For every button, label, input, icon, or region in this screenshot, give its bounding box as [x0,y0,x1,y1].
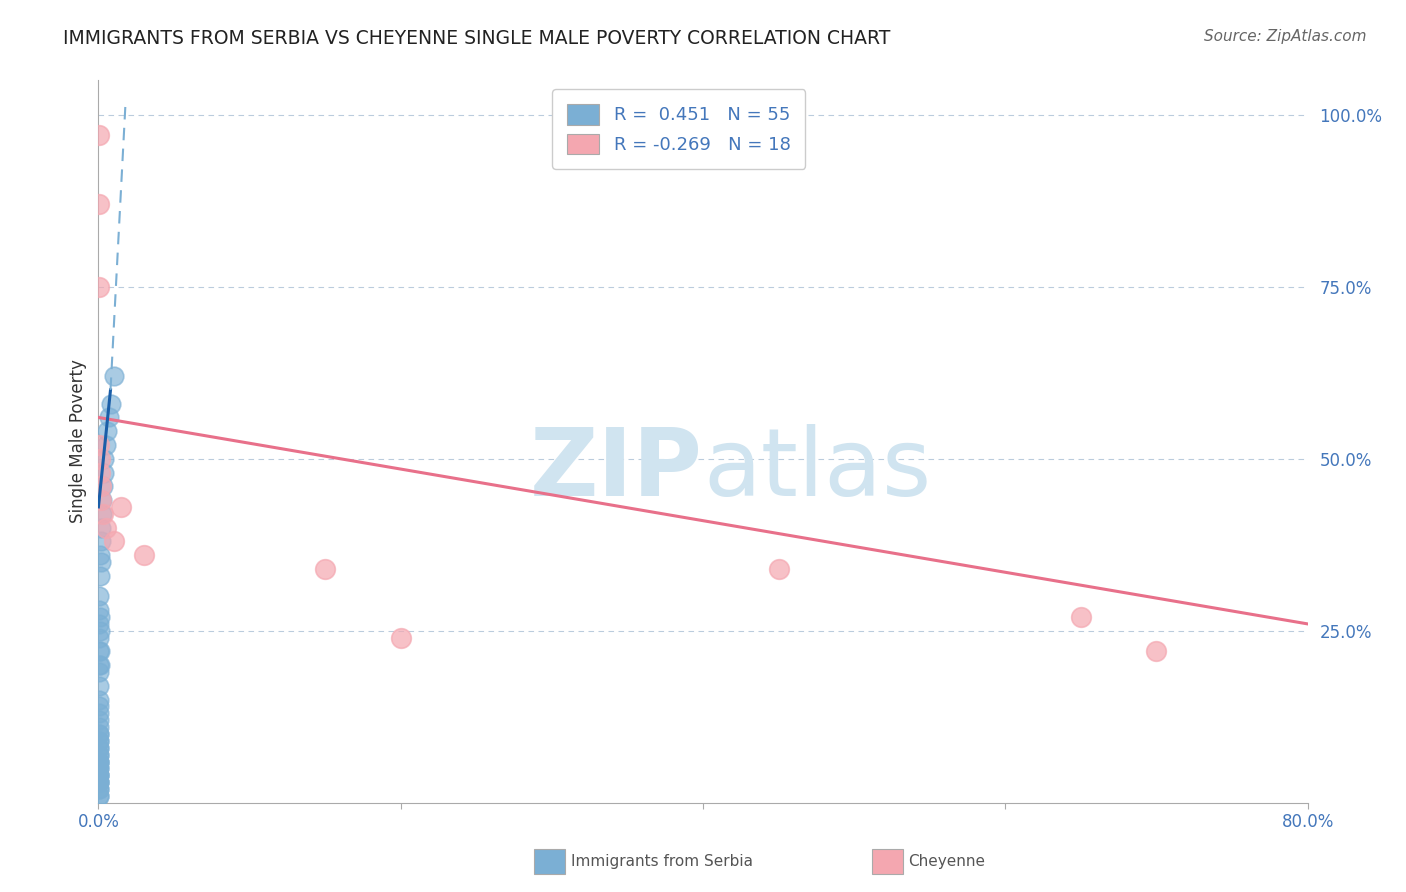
Point [87,713,110,727]
Point [89,451,111,466]
Point [90,493,112,508]
Point [87,727,110,741]
Point [87,789,110,803]
Point [87,128,110,143]
Point [87,665,110,679]
Point [87,775,110,789]
Point [96,424,118,438]
Point [89,603,111,617]
Point [103,534,125,549]
Point [87,755,110,769]
Point [87,775,110,789]
Point [91,507,114,521]
Point [90,534,112,549]
Point [89,658,111,673]
Point [1070,610,1092,624]
Point [87,782,110,797]
Point [89,568,111,582]
Point [87,734,110,748]
Point [90,555,112,569]
Point [103,369,125,384]
Point [87,197,110,211]
Point [87,631,110,645]
Text: Cheyenne: Cheyenne [908,855,986,869]
Point [89,590,111,604]
Point [89,610,111,624]
Text: Source: ZipAtlas.com: Source: ZipAtlas.com [1204,29,1367,45]
Point [89,548,111,562]
Text: ZIP: ZIP [530,425,703,516]
Point [94,438,117,452]
Point [93,466,115,480]
Point [90,520,112,534]
Point [132,548,155,562]
Point [110,500,132,514]
Point [87,699,110,714]
Point [87,768,110,782]
Point [89,438,111,452]
Point [87,747,110,762]
Point [87,644,110,658]
Text: IMMIGRANTS FROM SERBIA VS CHEYENNE SINGLE MALE POVERTY CORRELATION CHART: IMMIGRANTS FROM SERBIA VS CHEYENNE SINGL… [63,29,890,48]
Point [87,720,110,734]
Point [89,624,111,638]
Point [1144,644,1167,658]
Point [87,755,110,769]
Point [87,279,110,293]
Point [87,706,110,721]
Point [314,562,336,576]
Point [89,466,111,480]
Point [87,775,110,789]
Point [87,679,110,693]
Point [87,658,110,673]
Point [389,631,412,645]
Point [98,410,121,425]
Point [87,789,110,803]
Point [87,740,110,755]
Point [87,768,110,782]
Point [91,479,114,493]
Point [87,747,110,762]
Point [87,768,110,782]
Point [87,734,110,748]
Point [768,562,790,576]
Point [87,740,110,755]
Legend: R =  0.451   N = 55, R = -0.269   N = 18: R = 0.451 N = 55, R = -0.269 N = 18 [553,89,806,169]
Point [93,451,115,466]
Point [100,397,122,411]
Point [87,782,110,797]
Point [87,761,110,775]
Point [91,493,114,508]
Point [89,644,111,658]
Text: Immigrants from Serbia: Immigrants from Serbia [571,855,752,869]
Point [94,520,117,534]
Point [87,755,110,769]
Point [89,616,111,631]
Point [87,692,110,706]
Text: atlas: atlas [703,425,931,516]
Point [90,507,112,521]
Point [87,761,110,775]
Y-axis label: Single Male Poverty: Single Male Poverty [69,359,87,524]
Point [87,727,110,741]
Point [90,479,112,493]
